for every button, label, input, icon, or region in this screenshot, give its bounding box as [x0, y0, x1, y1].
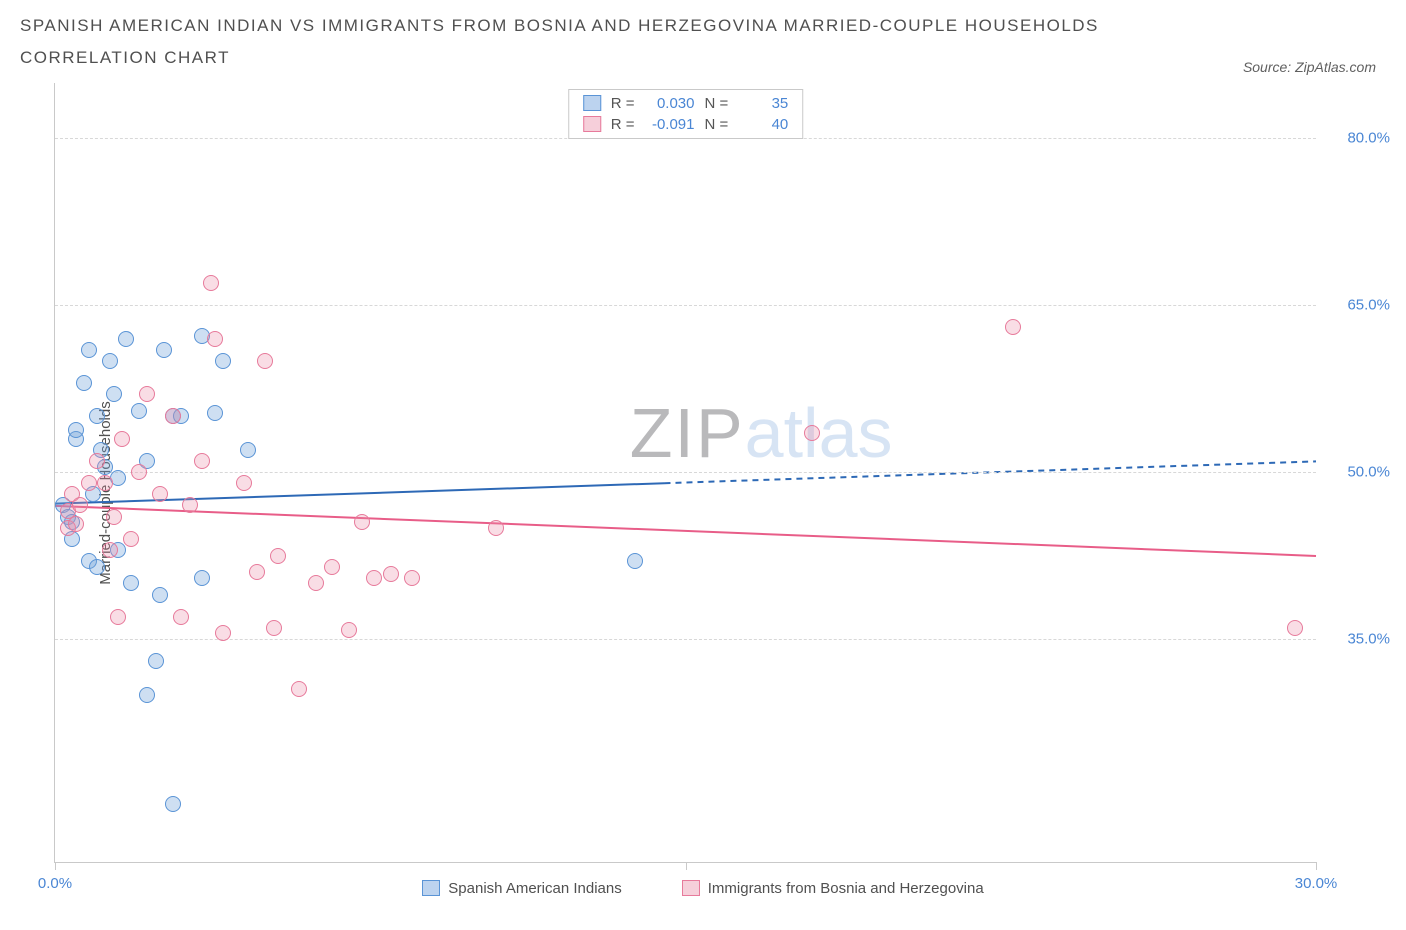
scatter-point [1005, 319, 1021, 335]
scatter-point [148, 653, 164, 669]
scatter-point [240, 442, 256, 458]
scatter-point [89, 559, 105, 575]
scatter-point [804, 425, 820, 441]
scatter-point [324, 559, 340, 575]
scatter-point [354, 514, 370, 530]
scatter-point [81, 342, 97, 358]
scatter-point [207, 331, 223, 347]
scatter-point [488, 520, 504, 536]
legend-item: Spanish American Indians [422, 880, 621, 897]
scatter-point [627, 553, 643, 569]
x-tick [1316, 862, 1317, 870]
scatter-point [81, 475, 97, 491]
legend-label: Spanish American Indians [448, 880, 621, 897]
scatter-point [72, 497, 88, 513]
x-tick [686, 862, 687, 870]
scatter-point [236, 475, 252, 491]
scatter-point [404, 570, 420, 586]
n-label: N = [705, 116, 729, 133]
scatter-point [366, 570, 382, 586]
stats-legend-row: R = -0.091 N = 40 [569, 114, 803, 135]
gridline [55, 472, 1316, 473]
scatter-point [156, 342, 172, 358]
scatter-point [173, 609, 189, 625]
source-attribution: Source: ZipAtlas.com [1243, 59, 1376, 75]
r-value: 0.030 [645, 95, 695, 112]
x-tick [55, 862, 56, 870]
scatter-point [215, 625, 231, 641]
trend-line [55, 505, 1316, 555]
scatter-point [165, 796, 181, 812]
scatter-point [215, 353, 231, 369]
scatter-point [76, 375, 92, 391]
watermark: ZIPatlas [630, 393, 893, 473]
r-label: R = [611, 95, 635, 112]
y-tick-label: 50.0% [1324, 464, 1390, 481]
y-tick-label: 35.0% [1324, 631, 1390, 648]
scatter-point [118, 331, 134, 347]
scatter-chart: Married-couple Households ZIPatlas R =0.… [10, 83, 1396, 903]
scatter-point [165, 408, 181, 424]
scatter-point [89, 408, 105, 424]
scatter-point [383, 566, 399, 582]
chart-title: SPANISH AMERICAN INDIAN VS IMMIGRANTS FR… [20, 10, 1120, 75]
y-tick-label: 65.0% [1324, 297, 1390, 314]
scatter-point [131, 464, 147, 480]
n-label: N = [705, 95, 729, 112]
scatter-point [291, 681, 307, 697]
scatter-point [102, 353, 118, 369]
stats-legend: R = 0.030 N = 35 R = -0.091 N = 40 [568, 89, 804, 139]
scatter-point [249, 564, 265, 580]
scatter-point [194, 453, 210, 469]
plot-area: ZIPatlas R =0.030N =35R =-0.091N =40 35.… [54, 83, 1316, 863]
n-value: 35 [738, 95, 788, 112]
legend-label: Immigrants from Bosnia and Herzegovina [708, 880, 984, 897]
scatter-point [110, 609, 126, 625]
scatter-point [207, 405, 223, 421]
scatter-point [203, 275, 219, 291]
scatter-point [102, 542, 118, 558]
scatter-point [68, 516, 84, 532]
legend-swatch [422, 880, 440, 896]
scatter-point [68, 422, 84, 438]
legend-swatch [583, 116, 601, 132]
scatter-point [182, 497, 198, 513]
scatter-point [270, 548, 286, 564]
gridline [55, 639, 1316, 640]
scatter-point [194, 570, 210, 586]
scatter-point [123, 531, 139, 547]
y-tick-label: 80.0% [1324, 130, 1390, 147]
scatter-point [257, 353, 273, 369]
scatter-point [152, 486, 168, 502]
r-value: -0.091 [645, 116, 695, 133]
scatter-point [139, 687, 155, 703]
scatter-point [106, 509, 122, 525]
scatter-point [114, 431, 130, 447]
scatter-point [97, 475, 113, 491]
series-legend: Spanish American Indians Immigrants from … [10, 880, 1396, 897]
scatter-point [1287, 620, 1303, 636]
stats-legend-row: R = 0.030 N = 35 [569, 93, 803, 114]
scatter-point [123, 575, 139, 591]
legend-item: Immigrants from Bosnia and Herzegovina [682, 880, 984, 897]
scatter-point [131, 403, 147, 419]
trend-line [55, 483, 664, 503]
n-value: 40 [738, 116, 788, 133]
r-label: R = [611, 116, 635, 133]
gridline [55, 305, 1316, 306]
scatter-point [308, 575, 324, 591]
scatter-point [89, 453, 105, 469]
legend-swatch [682, 880, 700, 896]
scatter-point [106, 386, 122, 402]
scatter-point [266, 620, 282, 636]
scatter-point [152, 587, 168, 603]
scatter-point [341, 622, 357, 638]
legend-swatch [583, 95, 601, 111]
scatter-point [139, 386, 155, 402]
